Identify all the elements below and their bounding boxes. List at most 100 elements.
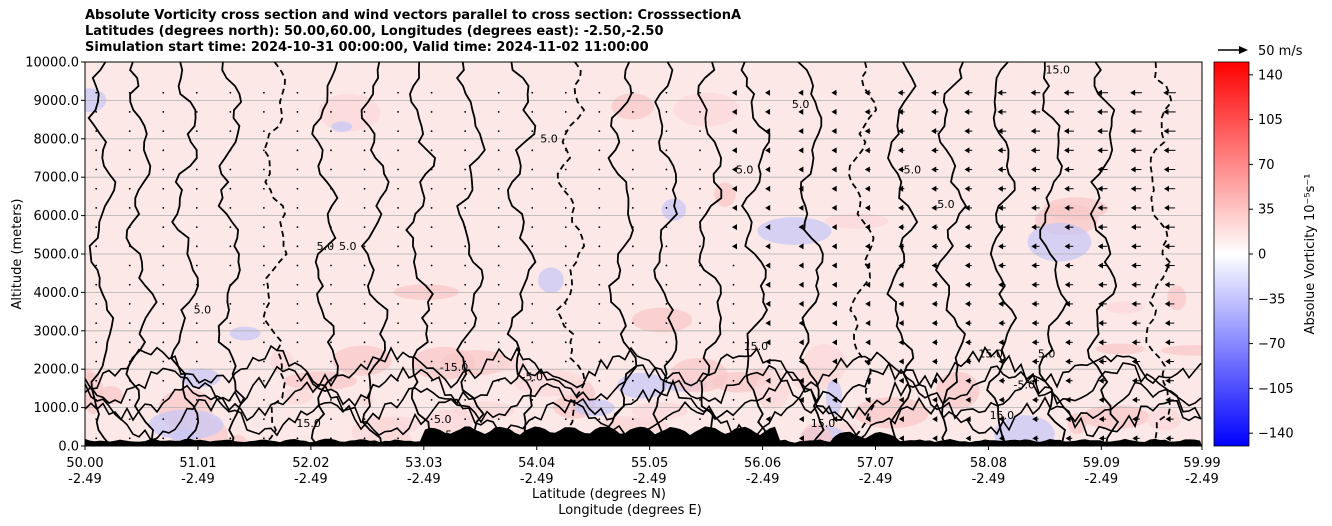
contour-label: 5.0 <box>434 413 452 426</box>
wind-vector-head <box>765 396 771 403</box>
wind-vector-dot <box>430 303 433 305</box>
wind-vector-head <box>832 358 838 365</box>
wind-vector-head <box>798 224 804 231</box>
wind-vector-dot <box>430 283 433 286</box>
wind-vector-dot <box>195 418 198 421</box>
wind-vector-head <box>1064 147 1070 154</box>
wind-vector-dot <box>598 149 601 152</box>
wind-vector-dot <box>296 341 299 344</box>
wind-vector-dot <box>464 379 467 382</box>
wind-vector-head <box>1098 435 1104 442</box>
wind-vector-dot <box>397 437 399 440</box>
x-tick-label-longitude: -2.49 <box>407 472 441 487</box>
wind-vector-dot <box>330 399 332 401</box>
wind-vector-dot <box>464 207 467 209</box>
x-tick-label-latitude: 57.07 <box>857 456 894 471</box>
wind-vector-dot <box>363 379 366 382</box>
wind-vector-dot <box>330 418 332 421</box>
wind-vector-head <box>1097 108 1103 115</box>
wind-vector-dot <box>363 360 366 363</box>
wind-vector-head <box>765 147 771 154</box>
wind-vector-head <box>765 339 771 346</box>
wind-vector-dot <box>699 91 701 94</box>
wind-vector-head <box>931 108 937 115</box>
wind-vector-dot <box>531 168 534 171</box>
wind-vector-dot <box>330 207 332 209</box>
x-tick-label-longitude: -2.49 <box>68 472 102 487</box>
wind-vector-dot <box>464 91 467 94</box>
wind-vector-head <box>931 185 937 192</box>
wind-vector-head <box>931 262 937 269</box>
wind-vector-dot <box>732 264 735 267</box>
wind-vector-dot <box>430 418 433 421</box>
wind-vector-head <box>1130 166 1136 173</box>
wind-vector-head <box>1130 147 1136 154</box>
wind-vector-head <box>965 396 971 403</box>
wind-vector-head <box>898 320 904 327</box>
wind-vector-dot <box>95 437 98 440</box>
wind-vector-head <box>1031 243 1037 250</box>
quiver-key-label: 50 m/s <box>1258 44 1303 59</box>
contour-label: 5.0 <box>937 198 955 211</box>
wind-vector-dot <box>330 303 332 305</box>
wind-vector-head <box>864 108 870 115</box>
wind-vector-dot <box>296 226 299 229</box>
wind-vector-head <box>1163 108 1169 115</box>
wind-vector-dot <box>162 303 165 305</box>
wind-vector-dot <box>430 149 433 152</box>
colorbar-ticks: 140 105 70 35 0 −35 −70 −105 −140 <box>1249 68 1294 442</box>
wind-vector-head <box>1098 358 1104 365</box>
wind-vector-dot <box>162 437 165 440</box>
wind-vector-dot <box>497 379 500 382</box>
wind-vector-dot <box>631 149 634 152</box>
vorticity-patch <box>757 217 832 245</box>
wind-vector-dot <box>296 360 299 363</box>
contour-label: 5.0 <box>736 163 754 176</box>
wind-vector-head <box>1131 262 1137 269</box>
wind-vector-head <box>1165 377 1171 384</box>
wind-vector-head <box>1064 262 1070 269</box>
chart-title-line-1: Absolute Vorticity cross section and win… <box>85 8 742 23</box>
wind-vector-dot <box>95 399 98 401</box>
wind-vector-head <box>765 358 771 365</box>
wind-vector-dot <box>162 379 165 382</box>
wind-vector-dot <box>430 207 433 209</box>
wind-vector-head <box>931 243 937 250</box>
wind-vector-dot <box>95 322 98 325</box>
wind-vector-dot <box>665 379 668 382</box>
wind-vector-head <box>1130 204 1136 211</box>
wind-vector-dot <box>363 111 366 113</box>
wind-vector-head <box>1130 108 1136 115</box>
wind-vector-head <box>898 377 904 384</box>
wind-vector-dot <box>631 303 634 305</box>
wind-vector-head <box>898 281 904 288</box>
y-tick-label: 7000.0 <box>34 171 80 186</box>
wind-vector-dot <box>531 379 534 382</box>
wind-vector-dot <box>631 264 634 267</box>
wind-vector-head <box>865 300 871 307</box>
wind-vector-head <box>798 416 804 423</box>
x-tick-label-longitude: -2.49 <box>181 472 215 487</box>
wind-vector-head <box>898 396 904 403</box>
wind-vector-dot <box>699 187 701 190</box>
wind-vector-head <box>1031 224 1037 231</box>
wind-vector-dot <box>699 111 701 113</box>
wind-vector-dot <box>128 303 131 305</box>
wind-vector-head <box>1064 224 1070 231</box>
vorticity-patch <box>332 345 392 376</box>
wind-vector-dot <box>262 341 265 344</box>
wind-vector-head <box>1063 89 1069 96</box>
wind-vector-dot <box>497 418 500 421</box>
wind-vector-head <box>865 320 871 327</box>
wind-vector-dot <box>598 111 601 113</box>
wind-vector-dot <box>665 130 668 133</box>
wind-vector-head <box>1032 377 1038 384</box>
wind-vector-head <box>898 185 904 192</box>
wind-vector-dot <box>95 245 98 248</box>
wind-vector-head <box>998 320 1004 327</box>
wind-vector-dot <box>699 303 701 305</box>
wind-vector-dot <box>430 130 433 133</box>
wind-vector-head <box>1031 300 1037 307</box>
contour-label: 15.0 <box>1046 64 1071 77</box>
wind-vector-dot <box>128 341 131 344</box>
